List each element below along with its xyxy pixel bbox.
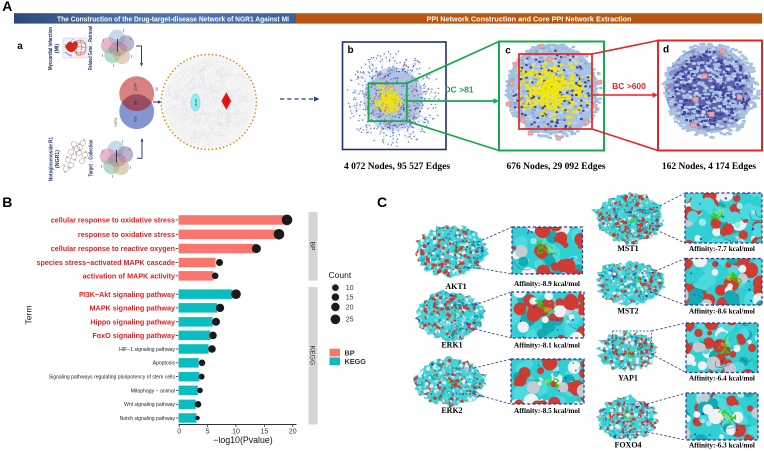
svg-text:C: C <box>377 194 387 210</box>
svg-text:629: 629 <box>134 116 138 122</box>
svg-text:Notch signaling pathway: Notch signaling pathway <box>120 416 176 422</box>
svg-text:AKT1: AKT1 <box>445 282 466 291</box>
svg-text:BP: BP <box>309 241 316 251</box>
svg-text:PI3K−Akt signaling pathway: PI3K−Akt signaling pathway <box>79 290 175 299</box>
svg-text:10: 10 <box>346 285 354 292</box>
svg-text:activation of MAPK activity: activation of MAPK activity <box>83 271 175 280</box>
svg-text:Target ↓ Collection: Target ↓ Collection <box>89 140 95 177</box>
svg-text:(NGR1): (NGR1) <box>55 150 61 168</box>
svg-text:b: b <box>347 45 353 56</box>
svg-text:FoxO signaling pathway: FoxO signaling pathway <box>92 331 175 340</box>
svg-text:species stress−activated MAPK: species stress−activated MAPK cascade <box>37 258 175 267</box>
svg-text:Affinity:-8.9 kcal/mol: Affinity:-8.9 kcal/mol <box>514 280 580 288</box>
svg-text:PPI Network Construction and C: PPI Network Construction and Core PPI Ne… <box>427 16 632 23</box>
svg-text:Notoginsenoside R1: Notoginsenoside R1 <box>49 137 55 181</box>
svg-text:B: B <box>2 194 12 210</box>
svg-text:4 072 Nodes, 95 527 Edges: 4 072 Nodes, 95 527 Edges <box>344 162 450 172</box>
svg-text:NGR1: NGR1 <box>194 98 198 107</box>
svg-text:Count: Count <box>329 270 352 280</box>
svg-text:d: d <box>663 45 669 56</box>
svg-text:MAPK signaling pathway: MAPK signaling pathway <box>90 304 175 313</box>
svg-text:cellular response to oxidative: cellular response to oxidative stress <box>51 216 175 225</box>
svg-text:BP: BP <box>345 348 355 357</box>
svg-text:20: 20 <box>289 429 297 436</box>
svg-text:Mitophagy − animal: Mitophagy − animal <box>131 388 175 394</box>
svg-text:DC >81: DC >81 <box>444 85 473 95</box>
svg-text:KEGG: KEGG <box>345 357 367 366</box>
svg-text:Term: Term <box>24 306 34 325</box>
svg-text:MI: MI <box>155 87 159 91</box>
svg-text:NGR1: NGR1 <box>114 117 118 126</box>
svg-text:Hippo signaling pathway: Hippo signaling pathway <box>90 317 175 326</box>
svg-text:ERK1: ERK1 <box>441 341 462 350</box>
svg-text:Signaling pathways regulating: Signaling pathways regulating pluripoten… <box>49 375 176 381</box>
svg-text:Myocardial Infarction: Myocardial Infarction <box>48 27 54 70</box>
svg-text:Wnt signaling pathway: Wnt signaling pathway <box>124 402 175 408</box>
svg-text:15: 15 <box>261 429 269 436</box>
svg-text:Apoptosis: Apoptosis <box>153 361 176 367</box>
svg-text:The Construction of the Drug-t: The Construction of the Drug-target-dise… <box>57 16 289 23</box>
svg-text:2249: 2249 <box>134 83 138 91</box>
svg-text:162 Nodes, 4 174 Edges: 162 Nodes, 4 174 Edges <box>662 162 757 172</box>
svg-text:a: a <box>17 41 23 52</box>
svg-text:Affinity:-8.1 kcal/mol: Affinity:-8.1 kcal/mol <box>514 342 580 350</box>
svg-text:0: 0 <box>177 429 181 436</box>
svg-text:KEGG: KEGG <box>309 346 316 366</box>
svg-text:15: 15 <box>346 295 354 302</box>
svg-text:(MI): (MI) <box>55 44 61 53</box>
svg-text:25: 25 <box>346 317 354 324</box>
svg-text:Related Gene ↓ Retrieval: Related Gene ↓ Retrieval <box>88 26 94 70</box>
svg-text:MI: MI <box>225 99 229 102</box>
svg-text:c: c <box>505 46 511 57</box>
svg-text:20: 20 <box>346 304 354 311</box>
svg-text:10: 10 <box>232 429 240 436</box>
svg-text:response to oxidative stress: response to oxidative stress <box>78 230 175 239</box>
svg-text:BC >600: BC >600 <box>612 81 646 91</box>
svg-text:cellular response to reactive: cellular response to reactive oxygen <box>51 244 175 253</box>
svg-text:−log10(Pvalue): −log10(Pvalue) <box>213 435 272 445</box>
svg-text:A: A <box>2 0 12 14</box>
svg-text:5: 5 <box>206 429 210 436</box>
svg-text:HIF−1 signaling pathway: HIF−1 signaling pathway <box>119 347 175 353</box>
svg-text:58: 58 <box>134 101 138 105</box>
svg-text:676 Nodes, 29 092 Edges: 676 Nodes, 29 092 Edges <box>507 162 606 172</box>
